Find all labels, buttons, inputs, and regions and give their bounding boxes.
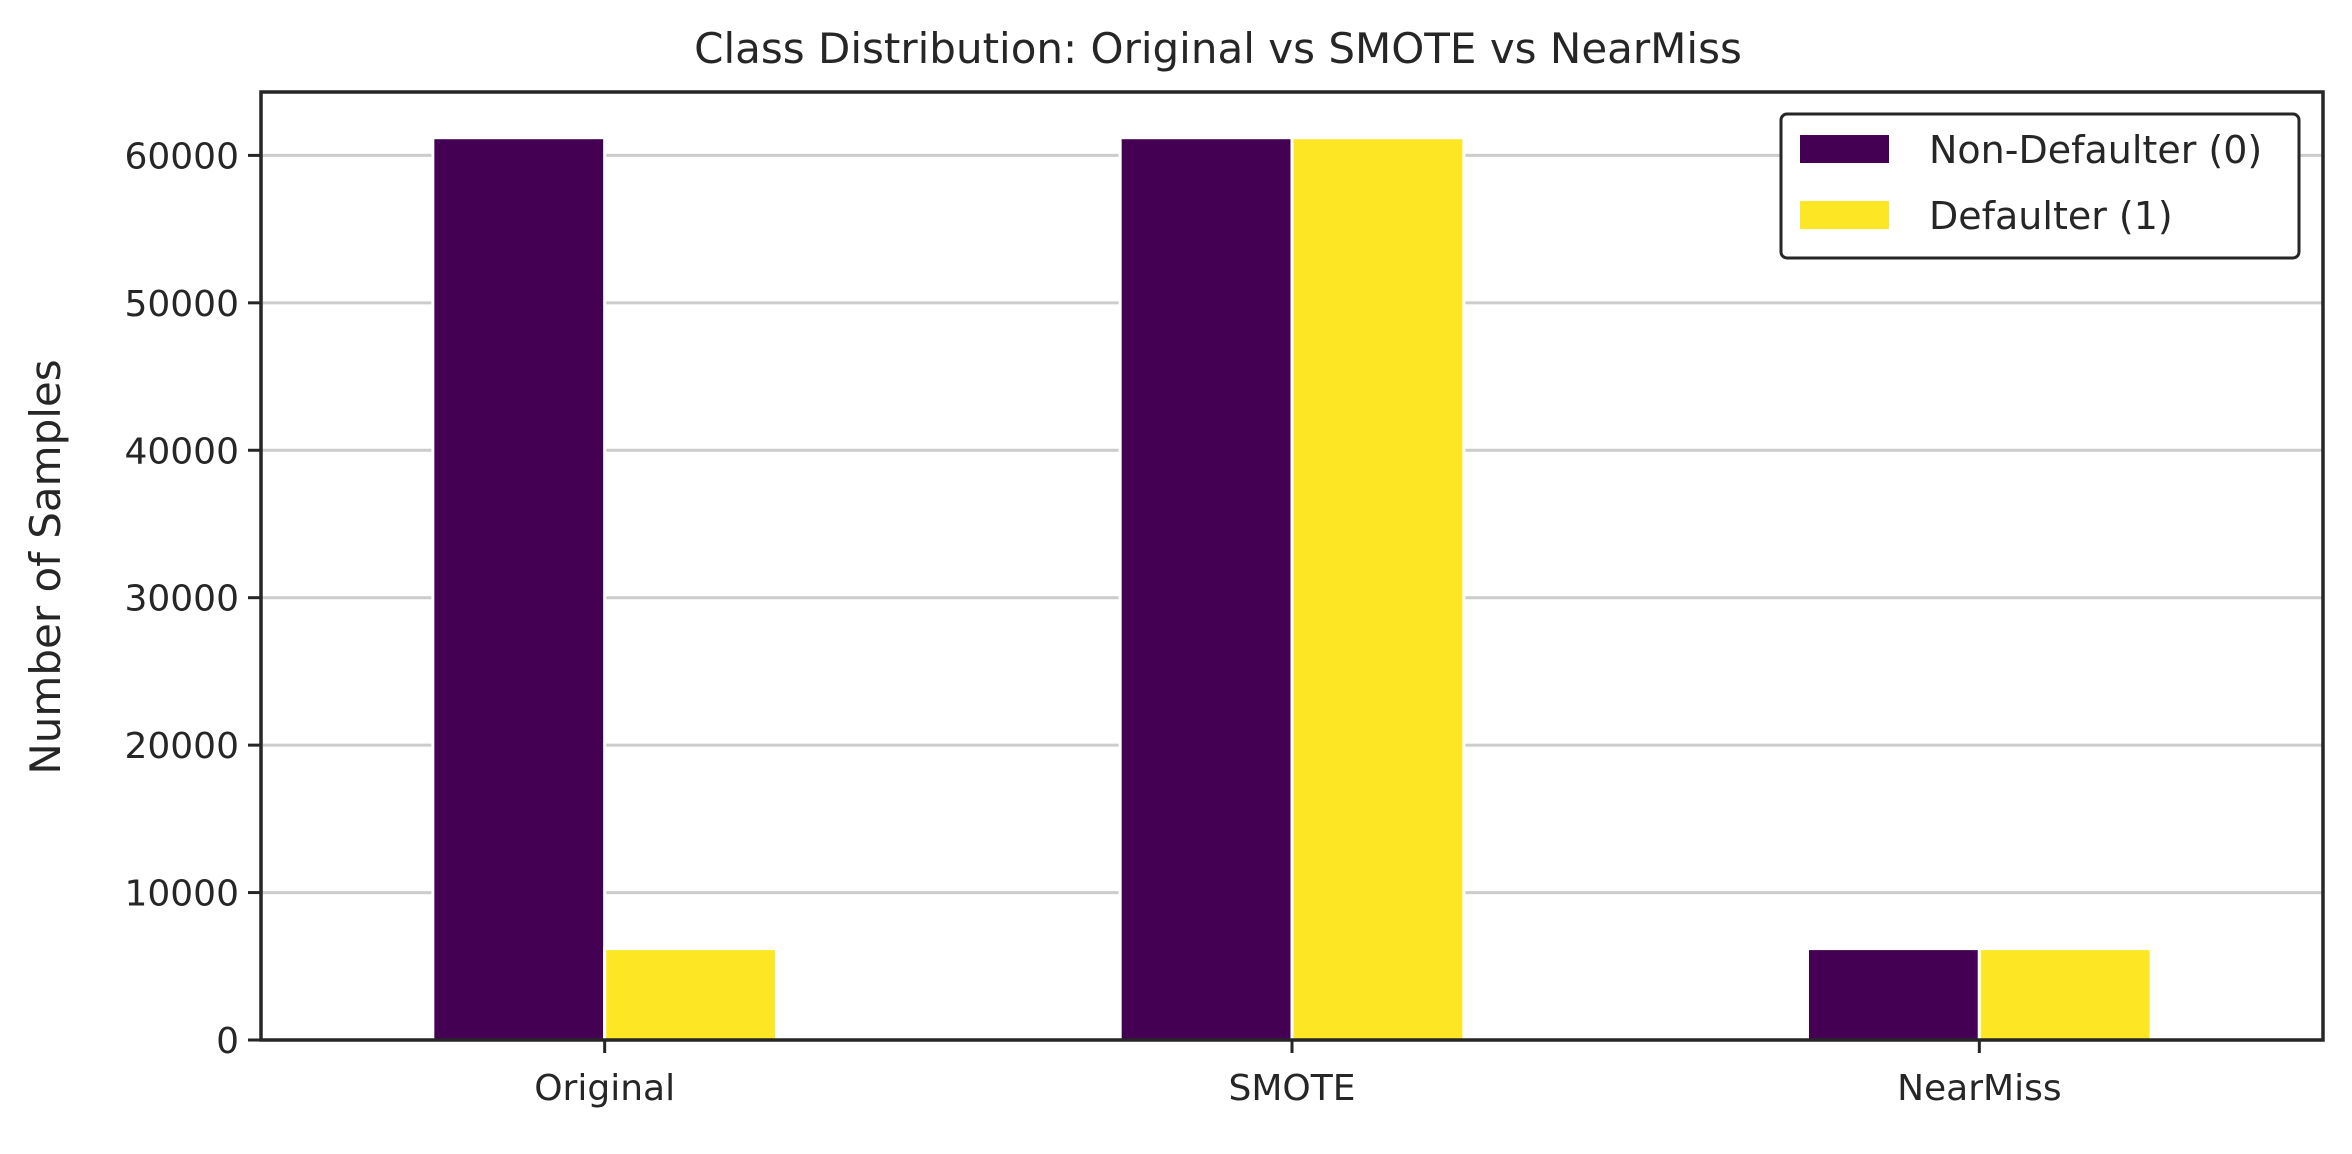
bar-smote-series-1 [1290, 136, 1466, 1042]
x-tick-label-0: Original [534, 1068, 675, 1109]
y-tick-label-3: 30000 [124, 579, 239, 620]
y-tick-label-5: 50000 [124, 284, 239, 325]
bar-nearmiss-series-0 [1806, 947, 1981, 1042]
legend-swatch-defaulter [1800, 201, 1889, 229]
legend-label-non-defaulter: Non-Defaulter (0) [1929, 128, 2262, 172]
y-tick-label-1: 10000 [124, 874, 239, 915]
bar-original-series-1 [603, 947, 779, 1042]
y-tick-label-0: 0 [216, 1021, 239, 1062]
bar-smote-series-0 [1118, 136, 1294, 1042]
legend-label-defaulter: Defaulter (1) [1929, 194, 2173, 238]
y-tick-label-2: 20000 [124, 726, 239, 767]
y-tick-label-6: 60000 [124, 136, 239, 177]
legend: Non-Defaulter (0) Defaulter (1) [1779, 112, 2301, 260]
bar-nearmiss-series-1 [1977, 947, 2153, 1042]
x-tick-label-2: NearMiss [1897, 1068, 2062, 1109]
bars [431, 136, 2153, 1042]
y-axis-title: Number of Samples [21, 359, 70, 774]
x-tick-label-1: SMOTE [1229, 1068, 1356, 1109]
bar-original-series-0 [431, 136, 607, 1042]
x-axis-ticks: Original SMOTE NearMiss [534, 1040, 2062, 1109]
legend-swatch-non-defaulter [1800, 135, 1889, 163]
y-axis-ticks: 0 10000 20000 30000 40000 50000 60000 [124, 136, 261, 1062]
legend-frame [1779, 112, 2301, 260]
chart-title: Class Distribution: Original vs SMOTE vs… [694, 24, 1742, 73]
y-tick-label-4: 40000 [124, 431, 239, 472]
